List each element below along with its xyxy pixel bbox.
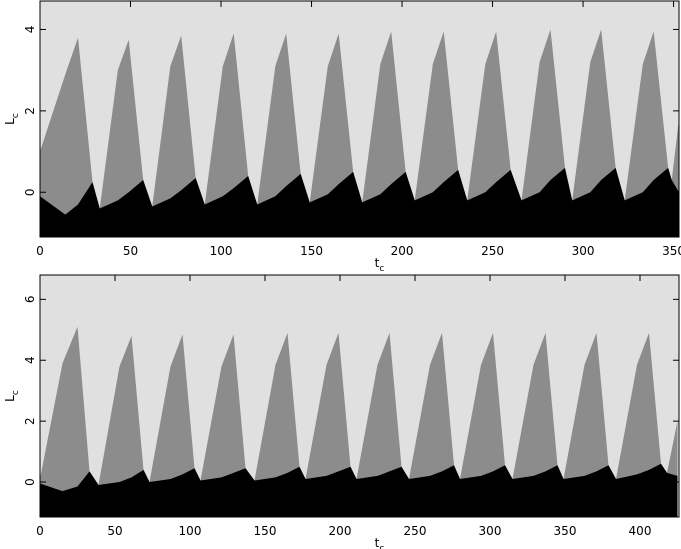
plot: [40, 275, 679, 517]
y-tick-label: 0: [23, 478, 37, 486]
x-axis-label-sub: c: [379, 544, 384, 549]
y-tick-label: 0: [23, 188, 37, 196]
x-axis-label-main: t: [375, 536, 380, 549]
x-tick-label: 150: [300, 244, 323, 258]
x-tick-label: 150: [254, 524, 277, 538]
frame: [39, 274, 680, 518]
x-tick-label: 250: [404, 524, 427, 538]
x-tick-label: 250: [481, 244, 504, 258]
area: [40, 326, 678, 517]
x-tick-label: 100: [210, 244, 233, 258]
x-tick-label: 0: [36, 244, 44, 258]
x-tick-label: 300: [572, 244, 595, 258]
frame: [39, 0, 680, 238]
y-axis-label-sub: c: [11, 113, 21, 118]
x-tick-label: 350: [554, 524, 577, 538]
x-axis-label-main: t: [375, 256, 380, 270]
x-tick-label: 200: [391, 244, 414, 258]
x-tick-label: 0: [36, 524, 44, 538]
x-axis-label-sub: c: [379, 264, 384, 274]
y-tick-label: 6: [23, 296, 37, 304]
x-tick-label: 50: [123, 244, 138, 258]
x-tick-label: 100: [179, 524, 202, 538]
y-axis-label-main: L: [3, 118, 17, 125]
y-tick-label: 4: [23, 356, 37, 364]
y-tick-label: 2: [23, 417, 37, 425]
y-axis-label: Lc: [3, 113, 21, 125]
y-axis-label-main: L: [3, 395, 17, 402]
area: [40, 167, 679, 237]
y-tick-label: 2: [23, 107, 37, 115]
x-tick-label: 300: [479, 524, 502, 538]
x-axis-label: tc: [375, 536, 385, 549]
x-tick-label: 400: [629, 524, 652, 538]
y-axis-label-sub: c: [11, 390, 21, 395]
x-axis-label: tc: [375, 256, 385, 274]
y-tick-label: 4: [23, 26, 37, 34]
plot: [40, 1, 679, 237]
x-tick-label: 350: [662, 244, 681, 258]
x-tick-label: 200: [329, 524, 352, 538]
area: [40, 463, 678, 517]
y-axis-label: Lc: [3, 390, 21, 402]
x-tick-label: 50: [107, 524, 122, 538]
